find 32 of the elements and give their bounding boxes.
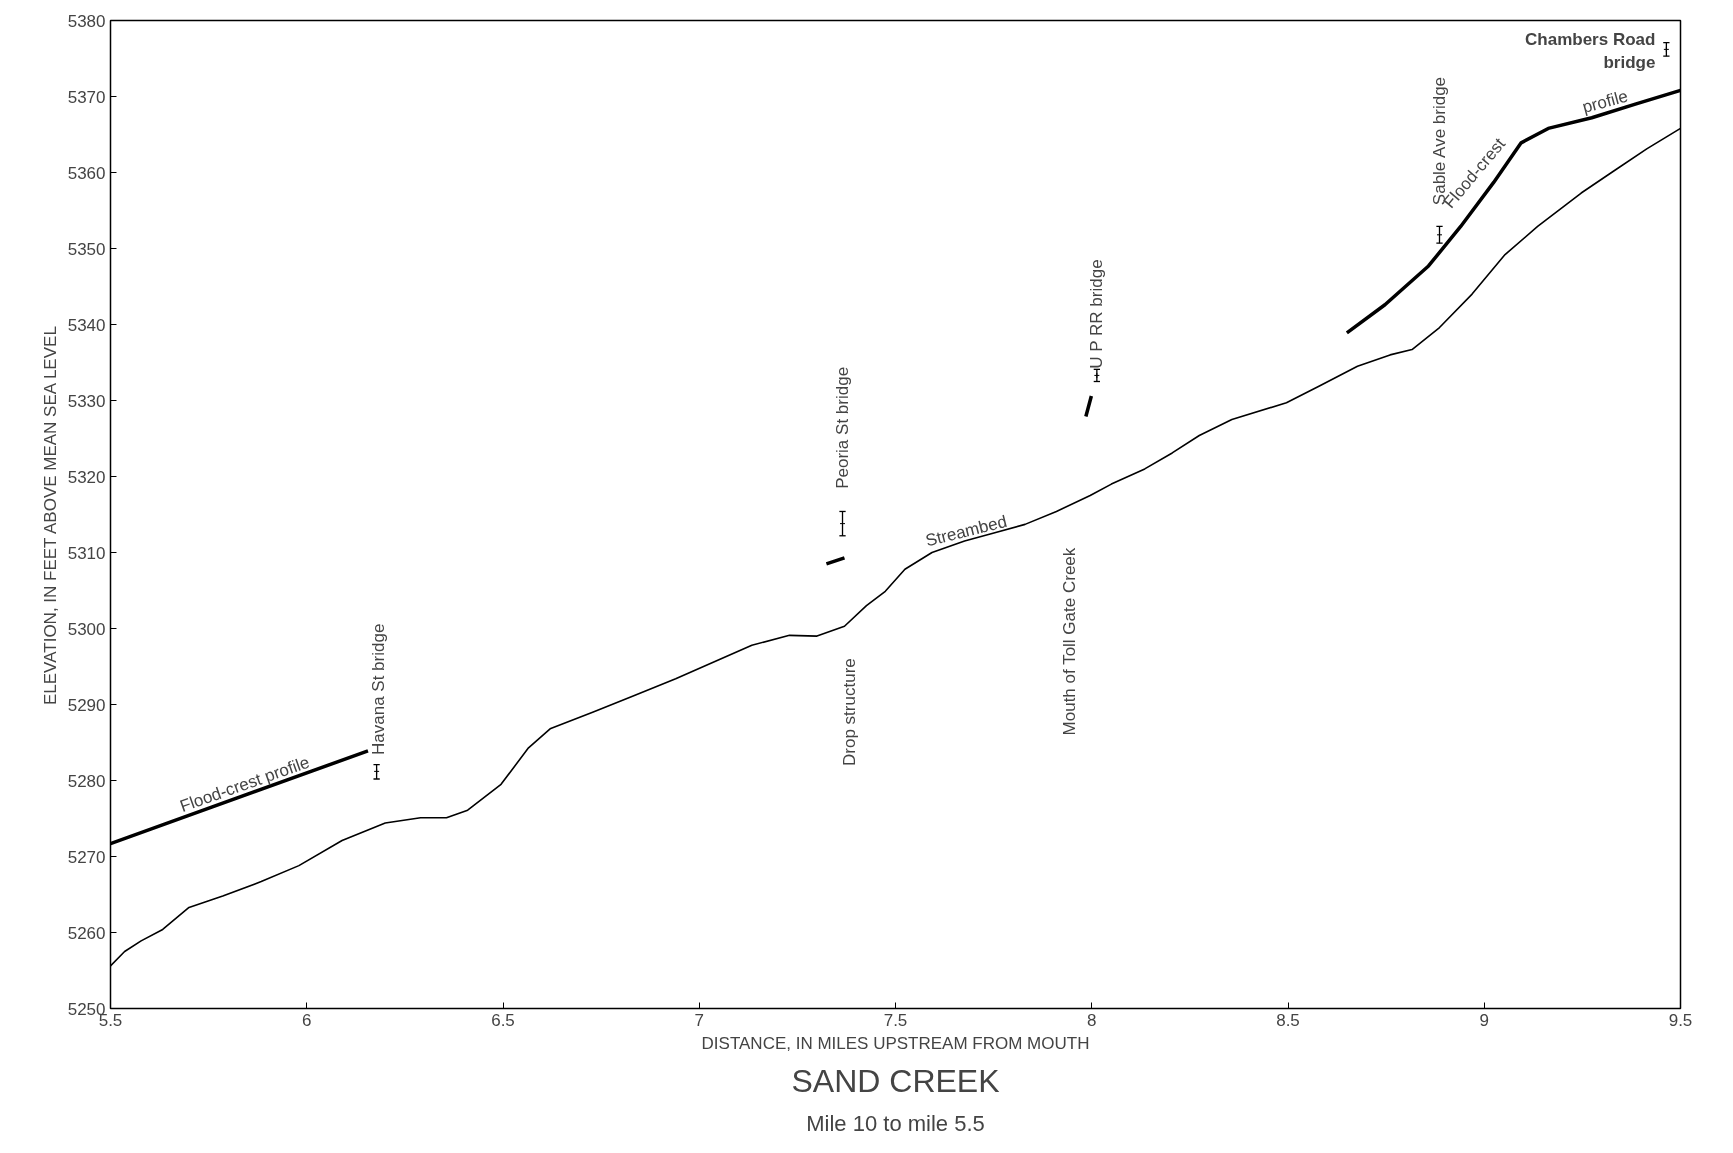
- x-tick-label: 7.5: [883, 1010, 908, 1030]
- x-tick-label: 8.5: [1276, 1010, 1300, 1030]
- y-axis-title: ELEVATION, IN FEET ABOVE MEAN SEA LEVEL: [40, 326, 60, 706]
- annotation: U P RR bridge: [1087, 259, 1107, 369]
- y-tick-label: 5340: [67, 315, 106, 335]
- annotation: Havana St bridge: [369, 623, 389, 755]
- y-tick-label: 5380: [67, 11, 106, 31]
- annotation: Drop structure: [839, 658, 859, 766]
- x-tick-label: 6: [302, 1010, 312, 1030]
- annotation: Mouth of Toll Gate Creek: [1059, 547, 1079, 736]
- y-tick-label: 5260: [67, 923, 106, 943]
- x-tick-label: 6.5: [491, 1010, 515, 1030]
- y-tick-label: 5280: [67, 771, 106, 791]
- x-axis-title: DISTANCE, IN MILES UPSTREAM FROM MOUTH: [701, 1033, 1090, 1053]
- y-tick-label: 5370: [67, 87, 106, 107]
- text: SAND CREEK: [791, 1062, 1000, 1099]
- annotation: profile: [1580, 86, 1630, 117]
- y-tick-label: 5330: [67, 391, 106, 411]
- y-tick-label: 5290: [67, 695, 106, 715]
- y-tick-label: 5270: [67, 847, 106, 867]
- y-tick-label: 5300: [67, 619, 106, 639]
- annotation: Peoria St bridge: [833, 366, 853, 489]
- y-tick-label: 5310: [67, 543, 106, 563]
- x-tick-label: 8: [1087, 1010, 1097, 1030]
- annotation: Chambers Road bridge: [1525, 30, 1656, 72]
- text: Mile 10 to mile 5.5: [806, 1110, 985, 1136]
- x-tick-label: 7: [694, 1010, 704, 1030]
- x-tick-label: 9: [1479, 1010, 1489, 1030]
- y-tick-label: 5350: [67, 239, 106, 259]
- y-tick-label: 5320: [67, 467, 106, 487]
- x-tick-label: 9.5: [1668, 1010, 1693, 1030]
- y-tick-label: 5360: [67, 163, 106, 183]
